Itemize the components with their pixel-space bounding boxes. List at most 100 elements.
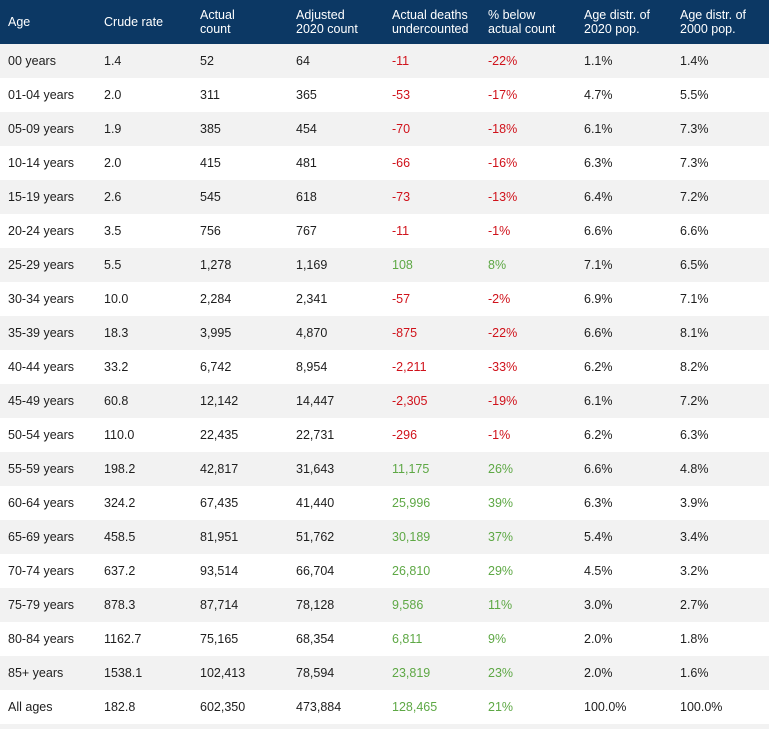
cell-age: 80-84 years (8, 632, 75, 646)
cell-crude-rate: 10.0 (104, 292, 129, 306)
column-header-line: % below (488, 8, 536, 22)
cell-age: 65-69 years (8, 530, 75, 544)
table-row: 80-84 years 1162.7 75,165 68,354 6,811 9% 2.0%… (0, 622, 769, 656)
cell-crude-rate: 324.2 (104, 496, 136, 510)
cell-age-distr-2000-pop: 6.5% (680, 258, 709, 272)
cell-adjusted-2020-count: 4,870 (296, 326, 328, 340)
table-row: 85+ years 1538.1 102,413 78,594 23,819 23% 2.0… (0, 656, 769, 690)
cell-actual-deaths-undercounted: 23,819 (392, 666, 431, 680)
cell-age-distr-2020-pop: 6.6% (584, 462, 613, 476)
table-row: 55-59 years 198.2 42,817 31,643 11,175 26% 6.6… (0, 452, 769, 486)
cell-crude-rate: 198.2 (104, 462, 136, 476)
table-row: 60-64 years 324.2 67,435 41,440 25,996 39% 6.3… (0, 486, 769, 520)
cell-actual-count: 385 (200, 122, 221, 136)
cell-pct-below-actual-count: 26% (488, 462, 514, 476)
cell-age-distr-2020-pop: 6.4% (584, 190, 613, 204)
cell-crude-rate: 878.3 (104, 598, 136, 612)
cell-age-distr-2020-pop: 2.0% (584, 666, 613, 680)
table-row: 10-14 years 2.0 415 481 -66 -16% 6.3% 7.3% (0, 146, 769, 180)
cell-crude-rate: 5.5 (104, 258, 122, 272)
cell-age-distr-2020-pop: 6.2% (584, 428, 613, 442)
cell-adjusted-2020-count: 68,354 (296, 632, 335, 646)
cell-pct-below-actual-count: -2% (488, 292, 511, 306)
cell-crude-rate: 182.8 (104, 700, 136, 714)
cell-adjusted-2020-count: 365 (296, 88, 317, 102)
table-row: 75-79 years 878.3 87,714 78,128 9,586 11% 3.0%… (0, 588, 769, 622)
cell-actual-deaths-undercounted: 25,996 (392, 496, 431, 510)
cell-age: 40-44 years (8, 360, 75, 374)
cell-age-distr-2000-pop: 6.6% (680, 224, 709, 238)
cell-actual-count: 81,951 (200, 530, 239, 544)
table-row: 35-39 years 18.3 3,995 4,870 -875 -22% 6.6% 8.1… (0, 316, 769, 350)
cell-age: 25-29 years (8, 258, 75, 272)
cell-actual-deaths-undercounted: 128,465 (392, 700, 438, 714)
cell-actual-deaths-undercounted: 9,586 (392, 598, 424, 612)
cell-crude-rate: 2.6 (104, 190, 122, 204)
cell-actual-count: 3,995 (200, 326, 232, 340)
cell-age-distr-2020-pop: 6.3% (584, 496, 613, 510)
cell-actual-deaths-undercounted: 108 (392, 258, 413, 272)
column-header-line: Age distr. of (680, 8, 747, 22)
cell-actual-count: 602,350 (200, 700, 246, 714)
header-row: Age Crude rate Actual count Adjusted 2020 cou… (0, 0, 769, 44)
cell-crude-rate: 60.8 (104, 394, 129, 408)
cell-actual-deaths-undercounted: -296 (392, 428, 418, 442)
column-header-adjusted-2020-count: Adjusted 2020 count (288, 0, 384, 44)
cell-age-distr-2020-pop: 6.6% (584, 224, 613, 238)
cell-pct-below-actual-count: 39% (488, 496, 514, 510)
cell-adjusted-2020-count: 31,643 (296, 462, 335, 476)
table-row: 65-69 years 458.5 81,951 51,762 30,189 37% 5.4… (0, 520, 769, 554)
cell-actual-deaths-undercounted: -11 (392, 54, 410, 68)
cell-pct-below-actual-count: -16% (488, 156, 518, 170)
cell-age-distr-2000-pop: 4.8% (680, 462, 709, 476)
column-header-pct-below-actual-count: % below actual count (480, 0, 576, 44)
cell-actual-deaths-undercounted: -2,305 (392, 394, 428, 408)
cell-age: 75-79 years (8, 598, 75, 612)
table-row-total: All ages 182.8 602,350 473,884 128,465 21% 100… (0, 690, 769, 724)
cell-actual-count: 75,165 (200, 632, 239, 646)
cell-age-distr-2020-pop: 6.1% (584, 394, 613, 408)
column-header-line: Actual (200, 8, 235, 22)
column-header-actual-deaths-undercounted: Actual deaths undercounted (384, 0, 480, 44)
column-header-line: 2020 count (296, 22, 358, 36)
cell-age: 30-34 years (8, 292, 75, 306)
cell-actual-deaths-undercounted: -70 (392, 122, 411, 136)
cell-age-distr-2000-pop: 8.1% (680, 326, 709, 340)
cell-adjusted-2020-count: 66,704 (296, 564, 335, 578)
cell-actual-deaths-undercounted: 30,189 (392, 530, 431, 544)
cell-actual-deaths-undercounted: -2,211 (392, 360, 427, 374)
cell-age: 85+ years (8, 666, 64, 680)
cell-age: 00 years (8, 54, 56, 68)
column-header-age: Age (0, 0, 96, 44)
table-row: 20-24 years 3.5 756 767 -11 -1% 6.6% 6.6% (0, 214, 769, 248)
cell-adjusted-2020-count: 8,954 (296, 360, 328, 374)
cell-pct-below-actual-count: -1% (488, 428, 511, 442)
column-header-line: count (200, 22, 231, 36)
cell-age-distr-2000-pop: 7.3% (680, 122, 709, 136)
cell-age: 45-49 years (8, 394, 75, 408)
column-header-age-distr-2020-pop: Age distr. of 2020 pop. (576, 0, 672, 44)
table-row: 25-29 years 5.5 1,278 1,169 108 8% 7.1% 6.5% (0, 248, 769, 282)
cell-age-distr-2000-pop: 6.3% (680, 428, 709, 442)
cell-actual-deaths-undercounted: 11,175 (392, 462, 430, 476)
cell-age-distr-2020-pop: 100.0% (584, 700, 627, 714)
cell-pct-below-actual-count: 37% (488, 530, 514, 544)
column-header-line: 2020 pop. (584, 22, 640, 36)
cell-crude-rate: 110.0 (104, 428, 135, 442)
cell-adjusted-2020-count: 1,169 (296, 258, 328, 272)
cell-crude-rate: 637.2 (104, 564, 136, 578)
cell-actual-count: 102,413 (200, 666, 246, 680)
cell-age-distr-2020-pop: 6.1% (584, 122, 613, 136)
cell-actual-deaths-undercounted: -53 (392, 88, 411, 102)
cell-adjusted-2020-count: 22,731 (296, 428, 335, 442)
cell-age-distr-2020-pop: 5.4% (584, 530, 613, 544)
cell-crude-rate: 18.3 (104, 326, 129, 340)
cell-pct-below-actual-count: -17% (488, 88, 518, 102)
cell-age: 35-39 years (8, 326, 75, 340)
cell-actual-deaths-undercounted: -73 (392, 190, 411, 204)
cell-age: 50-54 years (8, 428, 75, 442)
cell-crude-rate: 3.5 (104, 224, 122, 238)
cell-pct-below-actual-count: 8% (488, 258, 507, 272)
cell-age-distr-2000-pop: 1.6% (680, 666, 709, 680)
